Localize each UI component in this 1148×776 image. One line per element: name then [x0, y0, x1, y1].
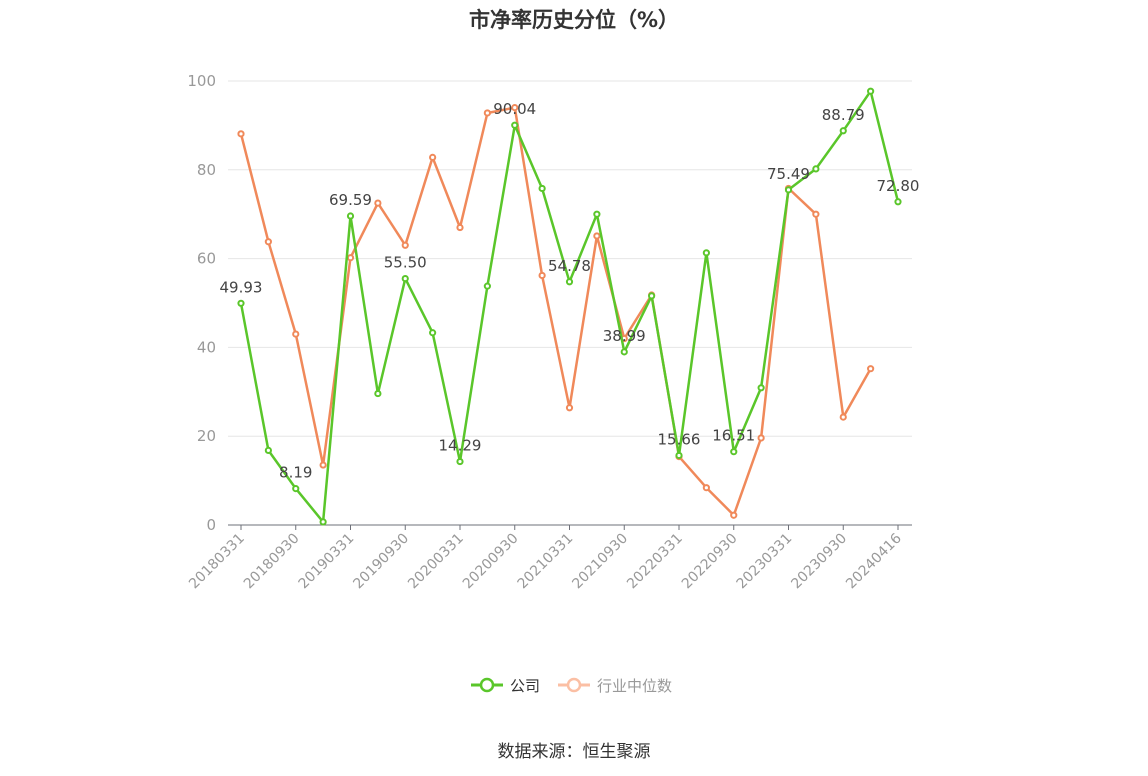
- data-point: [867, 365, 875, 373]
- data-point: [538, 184, 546, 193]
- x-tick-label: 20230331: [734, 531, 796, 593]
- data-point: [839, 413, 847, 421]
- data-point: [702, 484, 710, 492]
- data-point: [483, 109, 491, 117]
- data-label: 14.29: [439, 437, 482, 455]
- data-point: [429, 329, 437, 337]
- x-tick-label: 20180331: [186, 531, 248, 593]
- x-tick-label: 20200331: [405, 531, 467, 593]
- y-tick-label: 0: [206, 516, 216, 534]
- x-tick-label: 20210331: [515, 531, 577, 593]
- data-point: [429, 153, 437, 161]
- data-point: [839, 127, 847, 135]
- data-point: [648, 292, 656, 300]
- data-point: [565, 404, 574, 412]
- x-tick-label: 20240416: [843, 530, 905, 592]
- data-label: 69.59: [329, 191, 372, 209]
- x-tick-label: 20190930: [350, 531, 412, 593]
- data-label: 88.79: [822, 106, 865, 124]
- data-point: [319, 461, 327, 469]
- data-point: [538, 271, 546, 280]
- x-tick-label: 20200930: [460, 531, 522, 593]
- data-point: [292, 330, 300, 338]
- data-label: 16.51: [712, 427, 755, 445]
- data-point: [565, 278, 574, 286]
- series-line-1: [239, 106, 872, 517]
- data-point: [784, 186, 793, 194]
- data-label: 38.99: [603, 327, 646, 345]
- data-label: 54.78: [548, 257, 591, 275]
- data-point: [456, 223, 464, 232]
- data-point: [812, 210, 820, 218]
- data-source: 数据来源：恒生聚源: [497, 742, 651, 762]
- x-tick-label: 20230930: [788, 531, 850, 593]
- x-tick-label: 20180930: [241, 531, 303, 593]
- data-label: 75.49: [767, 165, 810, 183]
- y-tick-label: 40: [197, 338, 216, 356]
- data-point: [812, 165, 820, 173]
- data-point: [264, 446, 272, 455]
- legend-line-icon: [471, 677, 503, 693]
- data-label: 49.93: [220, 278, 263, 296]
- data-point: [702, 249, 710, 257]
- legend-item-1[interactable]: 行业中位数: [557, 674, 672, 696]
- data-label: 72.80: [877, 177, 920, 195]
- data-label: 55.50: [384, 254, 427, 272]
- data-label: 90.04: [493, 100, 536, 118]
- data-point: [401, 241, 409, 249]
- data-point: [456, 457, 464, 466]
- series-line-0: [239, 89, 900, 524]
- x-tick-label: 20190331: [296, 531, 358, 593]
- x-tick-label: 20220930: [679, 531, 741, 593]
- data-label: 8.19: [279, 464, 312, 482]
- x-tick-label: 20210930: [569, 531, 631, 593]
- legend-label: 行业中位数: [597, 676, 673, 695]
- data-point: [867, 87, 875, 95]
- data-point: [593, 210, 601, 218]
- data-point: [511, 121, 519, 129]
- data-point: [237, 299, 245, 307]
- x-tick-label: 20220331: [624, 531, 686, 593]
- data-point: [237, 130, 245, 138]
- data-point: [593, 232, 601, 240]
- y-tick-label: 20: [197, 427, 216, 445]
- data-point: [620, 348, 628, 356]
- data-point: [730, 511, 738, 519]
- y-tick-label: 80: [197, 161, 216, 179]
- y-tick-label: 100: [187, 72, 216, 90]
- data-point: [675, 451, 683, 460]
- data-label: 15.66: [658, 430, 701, 448]
- data-point: [346, 254, 355, 262]
- legend-line-icon: [558, 677, 590, 693]
- data-point: [374, 199, 382, 207]
- data-point: [511, 104, 519, 112]
- data-point: [401, 274, 409, 283]
- data-point: [757, 434, 765, 442]
- chart-title: 市净率历史分位（%）: [468, 8, 680, 32]
- data-point: [374, 389, 382, 398]
- y-tick-label: 60: [197, 250, 216, 268]
- data-point: [483, 282, 491, 290]
- legend-item-0[interactable]: 公司: [470, 674, 540, 696]
- data-point: [894, 198, 902, 206]
- data-point: [292, 485, 300, 493]
- data-point: [264, 238, 272, 246]
- data-point: [319, 518, 327, 526]
- data-point: [346, 212, 355, 220]
- data-point: [757, 384, 765, 392]
- legend-label: 公司: [510, 676, 541, 695]
- data-point: [730, 448, 738, 456]
